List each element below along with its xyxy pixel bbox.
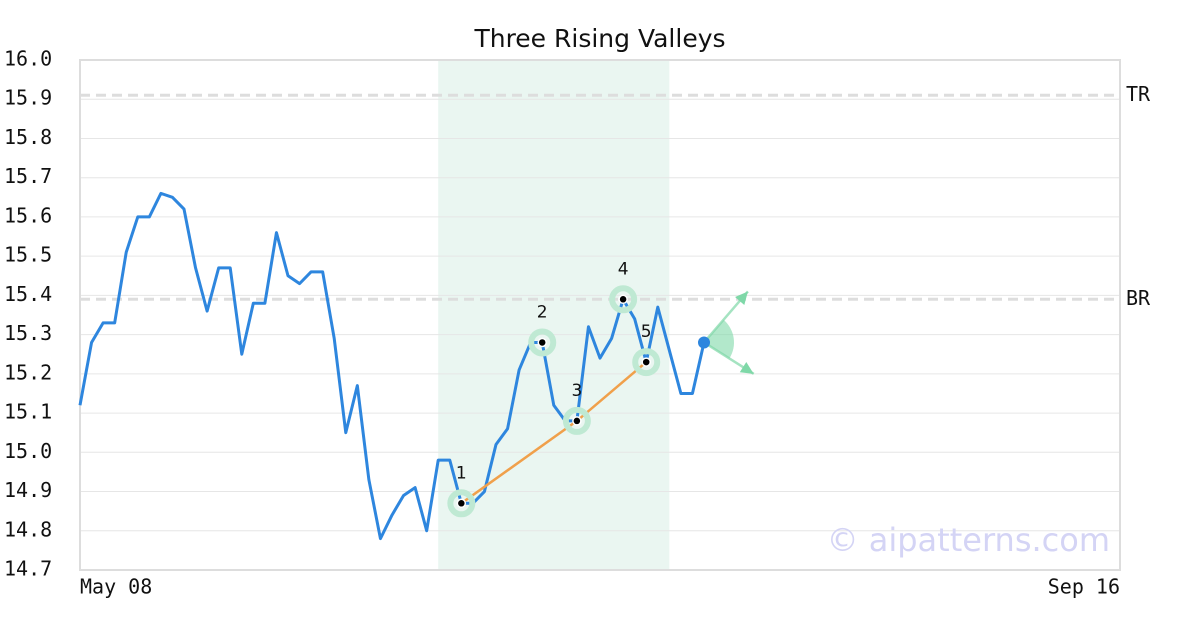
y-tick-label: 14.7 (4, 557, 52, 581)
projection-wedge (704, 319, 735, 359)
y-tick-label: 14.9 (4, 478, 52, 502)
y-tick-label: 16.0 (4, 47, 52, 71)
y-tick-label: 15.7 (4, 164, 52, 188)
price-line (78, 191, 706, 541)
x-tick-label: May 08 (80, 575, 152, 599)
pattern-point-halo (447, 489, 476, 518)
y-tick-label: 15.2 (4, 360, 52, 384)
pattern-point (572, 416, 582, 426)
pattern-point (537, 337, 547, 348)
y-tick-label: 15.0 (4, 439, 52, 463)
pattern-point-halo (632, 348, 661, 377)
y-tick-label: 15.9 (4, 86, 52, 110)
pattern-point-label: 2 (537, 302, 548, 322)
level-label: TR (1126, 82, 1151, 106)
y-tick-label: 15.6 (4, 203, 52, 227)
plot-border (79, 59, 1121, 571)
pattern-point-label: 4 (618, 259, 629, 279)
pattern-point-halo (528, 328, 557, 357)
y-tick-label: 15.1 (4, 400, 52, 424)
x-tick-label: Sep 16 (1048, 575, 1120, 599)
y-tick-label: 15.5 (4, 243, 52, 267)
pattern-point (456, 498, 467, 509)
y-tick-label: 14.8 (4, 517, 52, 541)
pattern-point (618, 294, 628, 305)
projection-arrowhead (735, 291, 748, 305)
pattern-point (641, 357, 651, 367)
projection-arrowhead (739, 361, 754, 374)
y-tick-label: 15.3 (4, 321, 52, 345)
pattern-point-label: 3 (571, 381, 582, 401)
highlight-region (438, 60, 670, 570)
watermark: © aipatterns.com (827, 521, 1110, 559)
current-point (698, 336, 710, 349)
pattern-point-label: 5 (641, 322, 652, 342)
chart-title: Three Rising Valleys (473, 24, 725, 53)
y-tick-label: 15.8 (4, 125, 52, 149)
y-tick-label: 15.4 (4, 282, 52, 306)
pattern-point-label: 1 (456, 463, 467, 483)
level-label: BR (1126, 286, 1151, 310)
pattern-point-halo (562, 406, 591, 435)
pattern-point-halo (609, 285, 638, 314)
